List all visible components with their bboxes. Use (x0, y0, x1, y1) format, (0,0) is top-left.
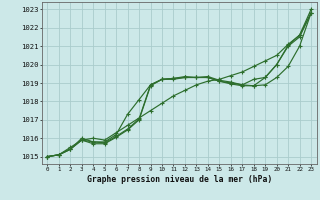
X-axis label: Graphe pression niveau de la mer (hPa): Graphe pression niveau de la mer (hPa) (87, 175, 272, 184)
